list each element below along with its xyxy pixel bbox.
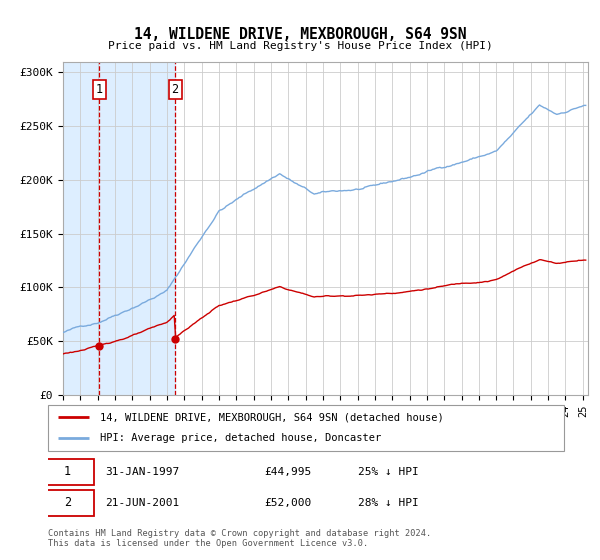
Bar xyxy=(99,62,175,395)
Text: 14, WILDENE DRIVE, MEXBOROUGH, S64 9SN: 14, WILDENE DRIVE, MEXBOROUGH, S64 9SN xyxy=(134,27,466,42)
Text: 31-JAN-1997: 31-JAN-1997 xyxy=(105,467,179,477)
Text: £52,000: £52,000 xyxy=(265,498,312,507)
Text: 14, WILDENE DRIVE, MEXBOROUGH, S64 9SN (detached house): 14, WILDENE DRIVE, MEXBOROUGH, S64 9SN (… xyxy=(100,412,443,422)
Text: 25% ↓ HPI: 25% ↓ HPI xyxy=(358,467,418,477)
Text: HPI: Average price, detached house, Doncaster: HPI: Average price, detached house, Donc… xyxy=(100,433,381,444)
FancyBboxPatch shape xyxy=(48,405,564,451)
Bar xyxy=(63,62,99,395)
Text: 21-JUN-2001: 21-JUN-2001 xyxy=(105,498,179,507)
Text: 28% ↓ HPI: 28% ↓ HPI xyxy=(358,498,418,507)
Text: Price paid vs. HM Land Registry's House Price Index (HPI): Price paid vs. HM Land Registry's House … xyxy=(107,41,493,51)
Text: Contains HM Land Registry data © Crown copyright and database right 2024.
This d: Contains HM Land Registry data © Crown c… xyxy=(48,529,431,548)
Text: 2: 2 xyxy=(64,496,71,509)
Text: 2: 2 xyxy=(172,83,179,96)
FancyBboxPatch shape xyxy=(40,489,94,516)
Text: 1: 1 xyxy=(95,83,103,96)
Text: 1: 1 xyxy=(64,465,71,478)
FancyBboxPatch shape xyxy=(40,459,94,485)
Text: £44,995: £44,995 xyxy=(265,467,312,477)
